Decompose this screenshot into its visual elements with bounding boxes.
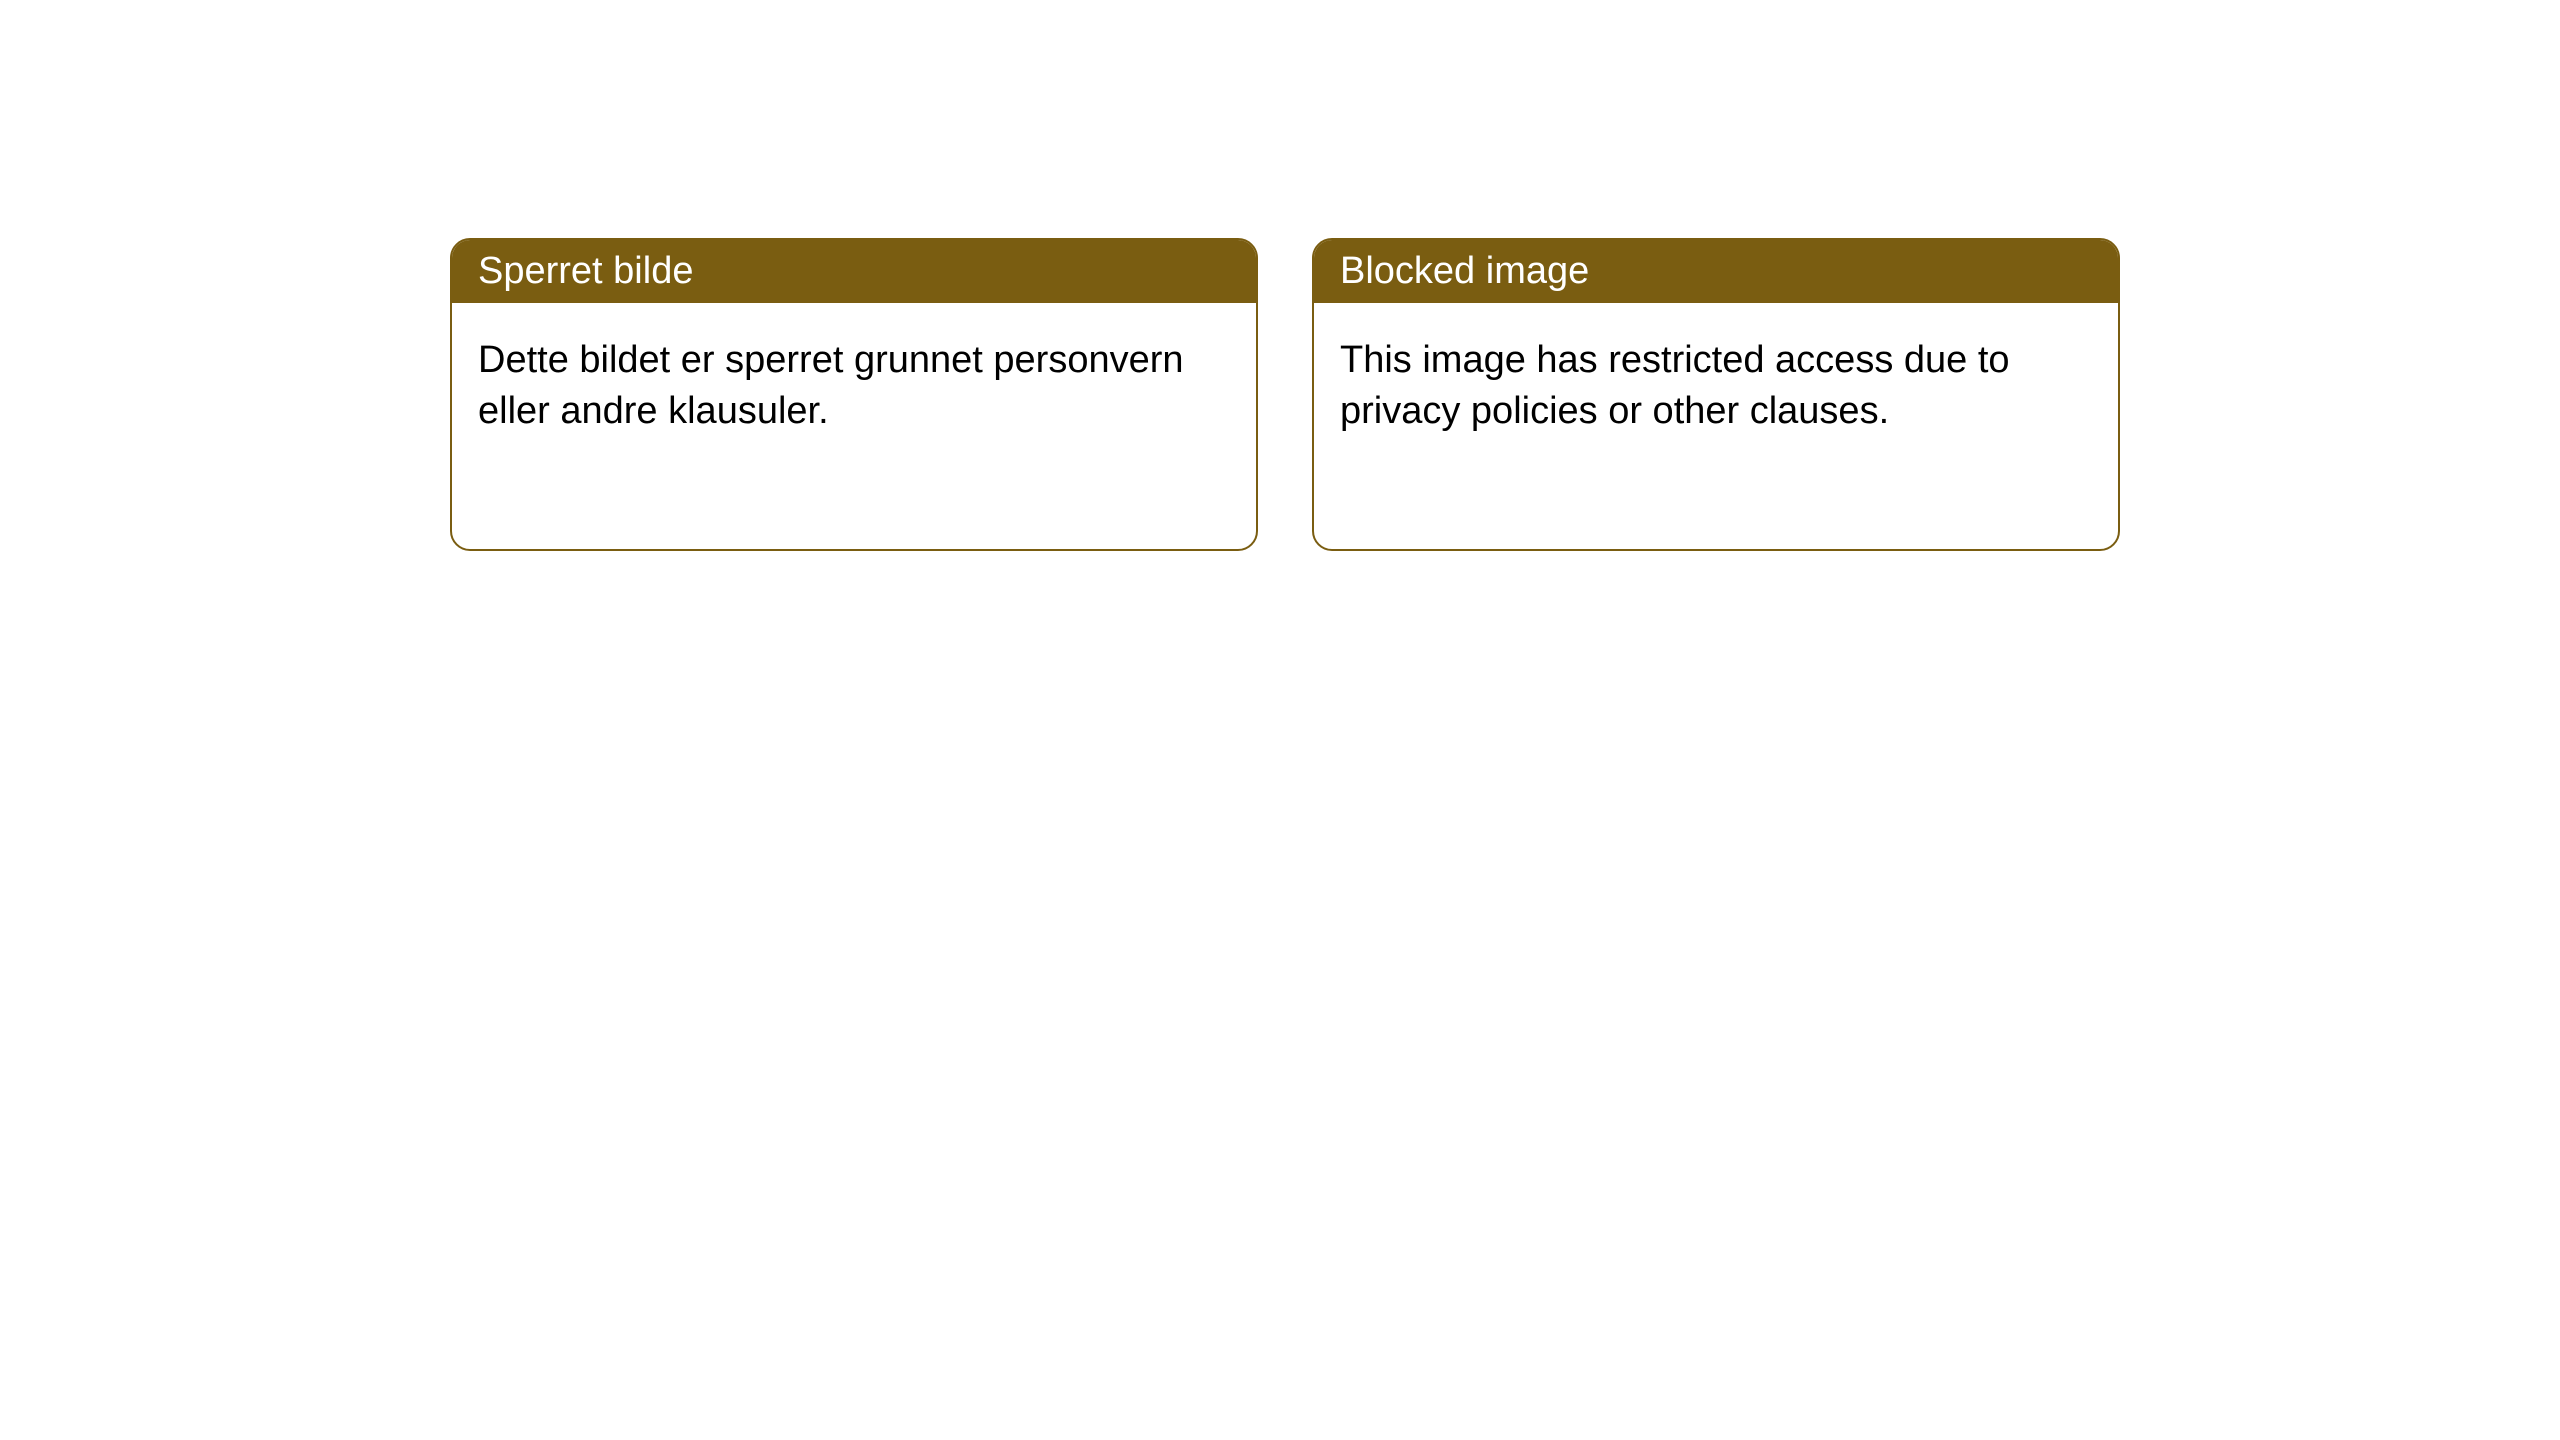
notice-body: Dette bildet er sperret grunnet personve… (452, 303, 1256, 549)
notice-card-norwegian: Sperret bilde Dette bildet er sperret gr… (450, 238, 1258, 551)
notice-container: Sperret bilde Dette bildet er sperret gr… (0, 0, 2560, 551)
notice-body: This image has restricted access due to … (1314, 303, 2118, 549)
notice-title: Blocked image (1314, 240, 2118, 303)
notice-title: Sperret bilde (452, 240, 1256, 303)
notice-card-english: Blocked image This image has restricted … (1312, 238, 2120, 551)
